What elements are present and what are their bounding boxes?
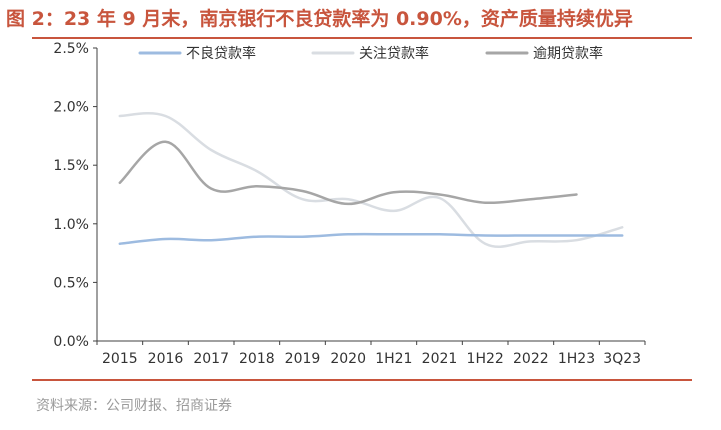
x-tick-label: 1H21	[375, 351, 412, 367]
y-tick-label: 0.0%	[53, 334, 89, 350]
x-tick-label: 2015	[102, 351, 138, 367]
series-lines	[118, 112, 624, 248]
legend: 不良贷款率 关注贷款率 逾期贷款率	[138, 45, 603, 62]
series-line-2	[118, 112, 624, 248]
x-tick-label: 1H23	[558, 351, 595, 367]
footer-rule	[32, 379, 692, 381]
x-tick-label: 2016	[148, 351, 184, 367]
legend-label: 逾期贷款率	[533, 45, 603, 62]
series-line-3	[118, 140, 578, 206]
y-tick-label: 1.5%	[53, 158, 89, 174]
x-tick-label: 2022	[513, 351, 549, 367]
y-tick-label: 1.0%	[53, 217, 89, 233]
legend-label: 关注贷款率	[359, 45, 429, 62]
x-tick-label: 2018	[239, 351, 275, 367]
y-tick-label: 2.5%	[53, 41, 89, 57]
legend-label: 不良贷款率	[186, 45, 256, 62]
axes: 0.0% 0.5% 1.0% 1.5% 2.0% 2.5% 2015 2016 2017 2018…	[53, 41, 646, 367]
title-rule	[32, 37, 692, 39]
x-tick-label: 2021	[422, 351, 458, 367]
x-tick-label: 2020	[330, 351, 366, 367]
chart-title: 图 2：23 年 9 月末，南京银行不良贷款率为 0.90%，资产质量持续优异	[6, 8, 633, 30]
y-tick-label: 0.5%	[53, 275, 89, 291]
x-tick-label: 2019	[285, 351, 321, 367]
y-tick-label: 2.0%	[53, 100, 89, 116]
x-tick-label: 1H22	[467, 351, 504, 367]
x-tick-label: 2017	[193, 351, 229, 367]
x-tick-label: 3Q23	[603, 351, 641, 367]
source-note: 资料来源：公司财报、招商证券	[36, 398, 232, 414]
series-line-1	[118, 232, 624, 245]
